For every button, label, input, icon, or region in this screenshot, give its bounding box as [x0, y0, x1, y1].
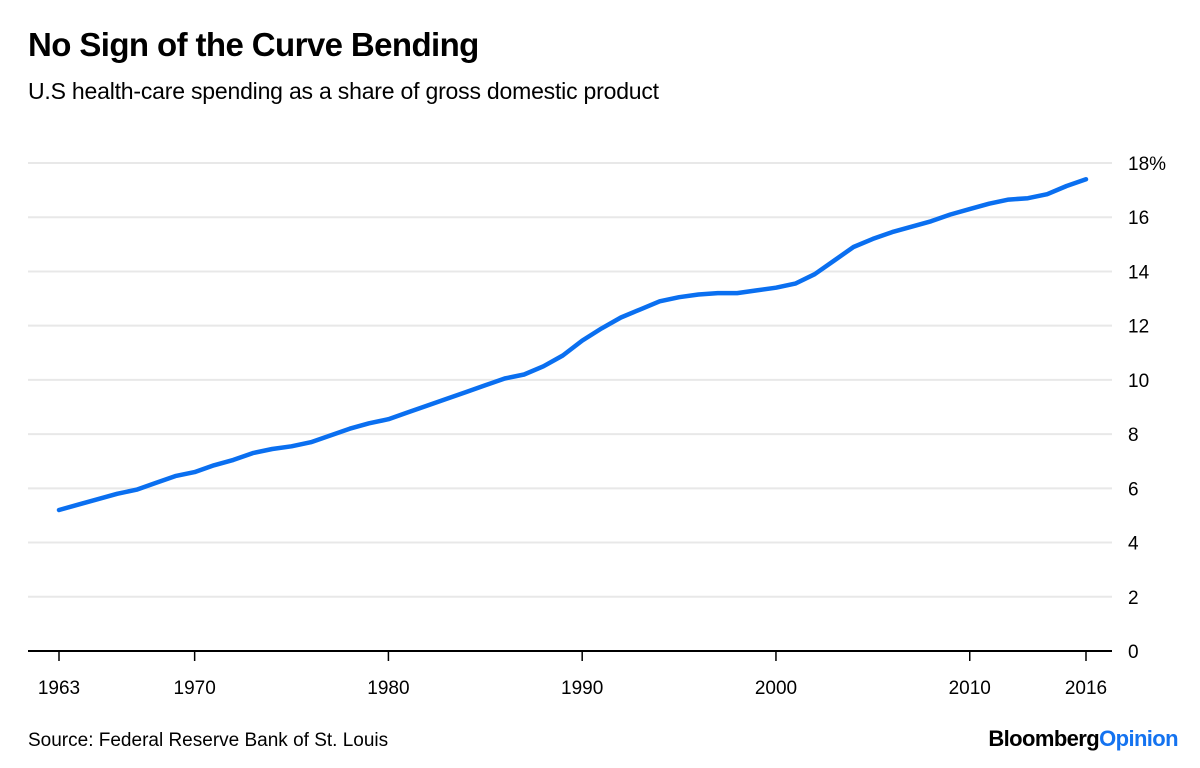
x-tick-label: 1990: [561, 678, 603, 699]
y-tick-label: 6: [1128, 479, 1139, 500]
x-tick-label: 2000: [755, 678, 797, 699]
y-axis-labels: 0 2 4 6 8 10 12 14 16 18%: [1128, 154, 1166, 663]
y-tick-label: 2: [1128, 588, 1139, 609]
x-tick-label: 1980: [367, 678, 409, 699]
y-tick-label: 16: [1128, 208, 1149, 229]
chart-subtitle: U.S health-care spending as a share of g…: [28, 78, 659, 104]
series-line: [56, 177, 1089, 513]
brand-logo: BloombergOpinion: [988, 726, 1178, 752]
y-tick-label: 14: [1128, 262, 1150, 283]
brand-secondary: Opinion: [1099, 726, 1179, 751]
y-tick-label: 8: [1128, 425, 1139, 446]
y-tick-label: 12: [1128, 317, 1149, 338]
brand-primary: Bloomberg: [988, 726, 1100, 751]
y-tick-label: 10: [1128, 371, 1149, 392]
x-tick-label: 2010: [949, 678, 991, 699]
series-layer: [56, 177, 1089, 513]
y-tick-label: 0: [1128, 642, 1139, 663]
y-tick-label: 18%: [1128, 154, 1166, 175]
gridlines: [28, 162, 1112, 598]
x-tick-label: 2016: [1065, 678, 1107, 699]
chart-title: No Sign of the Curve Bending: [28, 26, 479, 63]
source-note: Source: Federal Reserve Bank of St. Loui…: [28, 730, 389, 751]
y-tick-label: 4: [1128, 534, 1139, 555]
x-tick-label: 1963: [38, 678, 80, 699]
x-tick-label: 1970: [174, 678, 216, 699]
x-axis: 1963 1970 1980 1990 2000 2010 2016: [28, 650, 1112, 699]
